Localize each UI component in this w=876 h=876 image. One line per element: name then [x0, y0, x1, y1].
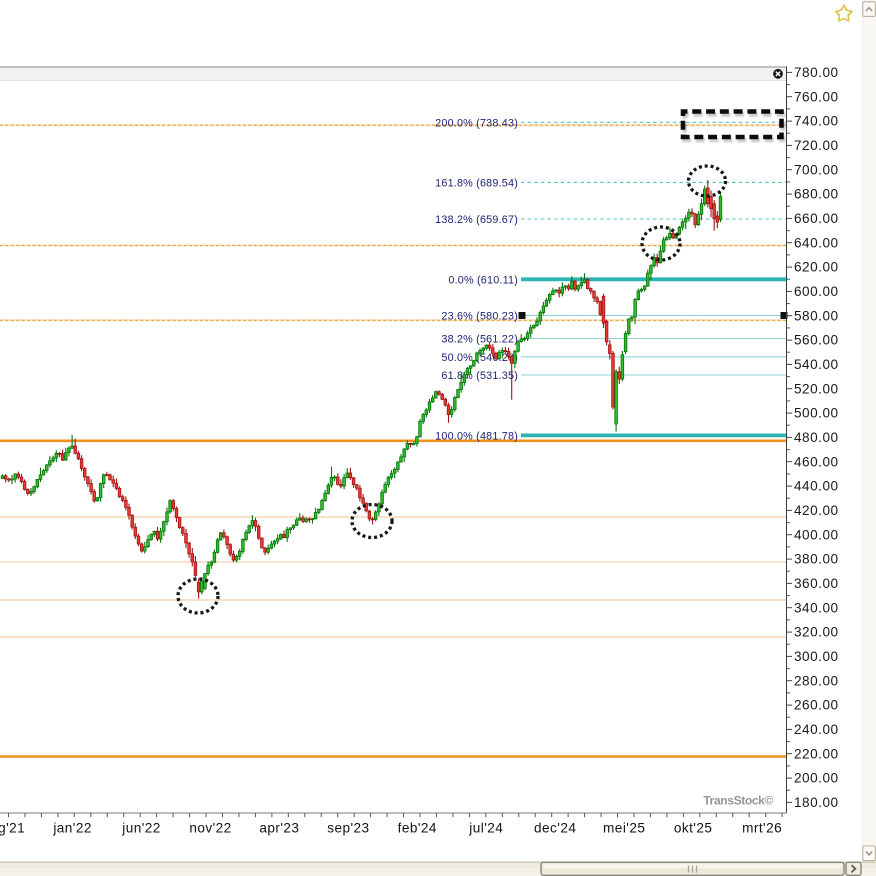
svg-text:okt'25: okt'25	[674, 821, 713, 836]
svg-text:220.00: 220.00	[794, 746, 839, 761]
svg-text:400.00: 400.00	[794, 527, 839, 542]
svg-text:640.00: 640.00	[794, 235, 839, 250]
svg-text:720.00: 720.00	[794, 138, 839, 153]
svg-text:480.00: 480.00	[794, 430, 839, 445]
svg-text:760.00: 760.00	[794, 89, 839, 104]
svg-text:apr'23: apr'23	[259, 821, 299, 836]
svg-text:nov'22: nov'22	[189, 821, 231, 836]
svg-text:200.00: 200.00	[794, 771, 839, 786]
svg-text:560.00: 560.00	[794, 333, 839, 348]
svg-text:300.00: 300.00	[794, 649, 839, 664]
svg-text:260.00: 260.00	[794, 698, 839, 713]
svg-text:200.0% (738.43): 200.0% (738.43)	[435, 117, 518, 129]
svg-text:mrt'26: mrt'26	[742, 821, 782, 836]
svg-text:jun'22: jun'22	[121, 821, 161, 836]
svg-text:660.00: 660.00	[794, 211, 839, 226]
svg-text:460.00: 460.00	[794, 454, 839, 469]
svg-text:280.00: 280.00	[794, 673, 839, 688]
svg-text:540.00: 540.00	[794, 357, 839, 372]
svg-text:jan'22: jan'22	[52, 821, 92, 836]
svg-text:320.00: 320.00	[794, 625, 839, 640]
svg-text:180.00: 180.00	[794, 795, 839, 810]
svg-text:580.00: 580.00	[794, 308, 839, 323]
svg-text:700.00: 700.00	[794, 162, 839, 177]
svg-text:TransStock©: TransStock©	[703, 794, 773, 808]
svg-text:420.00: 420.00	[794, 503, 839, 518]
svg-text:23.6% (580.23): 23.6% (580.23)	[441, 310, 518, 322]
svg-text:440.00: 440.00	[794, 479, 839, 494]
svg-text:161.8% (689.54): 161.8% (689.54)	[435, 177, 518, 189]
svg-text:360.00: 360.00	[794, 576, 839, 591]
svg-text:sep'23: sep'23	[327, 821, 369, 836]
svg-text:380.00: 380.00	[794, 552, 839, 567]
svg-text:600.00: 600.00	[794, 284, 839, 299]
svg-text:dec'24: dec'24	[534, 821, 576, 836]
svg-text:340.00: 340.00	[794, 600, 839, 615]
svg-text:740.00: 740.00	[794, 114, 839, 129]
svg-text:680.00: 680.00	[794, 187, 839, 202]
svg-text:780.00: 780.00	[794, 65, 839, 80]
svg-text:138.2% (659.67): 138.2% (659.67)	[435, 214, 518, 226]
svg-text:38.2% (561.22): 38.2% (561.22)	[441, 334, 518, 346]
svg-text:feb'24: feb'24	[398, 821, 437, 836]
svg-text:520.00: 520.00	[794, 381, 839, 396]
svg-text:aug'21: aug'21	[0, 821, 25, 836]
svg-text:620.00: 620.00	[794, 260, 839, 275]
svg-text:100.0% (481.78): 100.0% (481.78)	[435, 430, 518, 442]
svg-text:0.0% (610.11): 0.0% (610.11)	[448, 274, 518, 286]
svg-text:240.00: 240.00	[794, 722, 839, 737]
svg-text:jul'24: jul'24	[468, 821, 503, 836]
svg-text:mei'25: mei'25	[603, 821, 645, 836]
svg-text:500.00: 500.00	[794, 406, 839, 421]
svg-text:61.8% (531.35): 61.8% (531.35)	[441, 370, 518, 382]
